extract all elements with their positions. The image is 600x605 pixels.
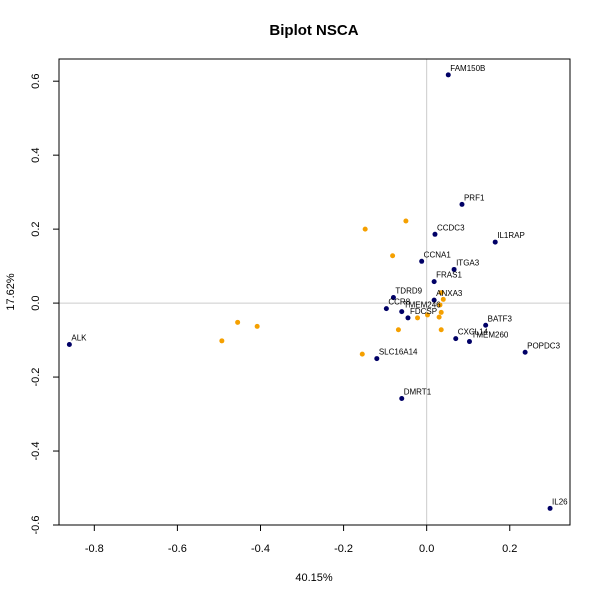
chart-title: Biplot NSCA (269, 22, 358, 39)
sample-point (425, 312, 431, 318)
point-label: CCR8 (388, 298, 410, 307)
x-axis-label: 40.15% (295, 572, 333, 584)
point-label: FDCSP (410, 307, 437, 316)
x-tick-label: 0.0 (419, 543, 434, 555)
point-label: CXCL14 (458, 328, 489, 337)
gene-point (483, 322, 489, 328)
point-label: PRF1 (464, 193, 485, 202)
gene-point (405, 315, 411, 321)
point-label: ITGA3 (456, 258, 480, 267)
sample-point (438, 309, 444, 315)
gene-point (432, 231, 438, 237)
gene-point (383, 306, 389, 312)
gene-point (66, 342, 72, 348)
x-tick-label: 0.2 (502, 543, 517, 555)
y-axis: -0.6 -0.4 -0.2 0.0 0.2 0.4 0.6 (30, 74, 60, 535)
reference-lines (59, 59, 570, 525)
plot-frame (58, 58, 571, 526)
point-label: IL1RAP (497, 231, 525, 240)
gene-point (466, 339, 472, 345)
y-axis-label: 17.62% (5, 273, 17, 311)
gene-point (419, 258, 425, 264)
y-tick-label: 0.2 (30, 221, 42, 236)
x-tick-label: -0.2 (334, 543, 353, 555)
sample-point (362, 226, 368, 232)
sample-point (403, 218, 409, 224)
sample-point (438, 327, 444, 333)
sample-point (235, 319, 241, 325)
gene-point (451, 266, 457, 272)
gene-point (547, 505, 553, 511)
y-tick-label: -0.6 (30, 516, 42, 535)
x-tick-label: -0.6 (168, 543, 187, 555)
point-label: ALK (71, 334, 87, 343)
x-tick-label: -0.8 (85, 543, 104, 555)
y-tick-label: -0.2 (30, 368, 42, 387)
y-tick-label: 0.0 (30, 295, 42, 310)
point-label: POPDC3 (527, 341, 560, 350)
gene-point (459, 201, 465, 207)
gene-point (431, 297, 437, 303)
y-tick-label: 0.4 (30, 148, 42, 163)
point-label: TMEM246 (404, 301, 441, 310)
point-label: SLC16A14 (379, 348, 418, 357)
sample-point (254, 323, 260, 329)
gene-point (399, 396, 405, 402)
point-label: BATF3 (488, 314, 513, 323)
sample-point (436, 314, 442, 320)
gene-point (390, 295, 396, 301)
y-tick-label: 0.6 (30, 74, 42, 89)
x-tick-label: -0.4 (251, 543, 270, 555)
point-label: CCNA1 (424, 250, 452, 259)
gene-point (453, 336, 459, 342)
gene-point (492, 239, 498, 245)
gene-point (522, 349, 528, 355)
point-label: CCDC3 (437, 223, 465, 232)
point-label: TDRD9 (395, 287, 422, 296)
point-label: TMEM260 (471, 331, 508, 340)
sample-point (390, 253, 396, 259)
point-label: DMRT1 (404, 388, 432, 397)
sample-point (219, 338, 225, 344)
points-layer (66, 72, 553, 511)
sample-point (359, 351, 365, 357)
sample-point (415, 315, 421, 321)
gene-point (445, 72, 451, 78)
y-tick-label: -0.4 (30, 442, 42, 461)
point-label: FAM150B (450, 64, 485, 73)
sample-point (438, 290, 444, 296)
gene-point (374, 356, 380, 362)
sample-point (437, 302, 443, 308)
point-label: IL26 (552, 497, 568, 506)
point-label: ANXA3 (436, 289, 463, 298)
point-label: FRAS1 (436, 271, 462, 280)
gene-point (399, 309, 405, 315)
sample-point (440, 296, 446, 302)
x-axis: -0.8 -0.6 -0.4 -0.2 0.0 0.2 (85, 524, 517, 555)
labels-layer: FAM150B PRF1 CCDC3 IL1RAP CCNA1 ITGA3 FRAS1 TDR… (71, 64, 568, 506)
gene-point (431, 279, 437, 285)
sample-point (395, 327, 401, 333)
